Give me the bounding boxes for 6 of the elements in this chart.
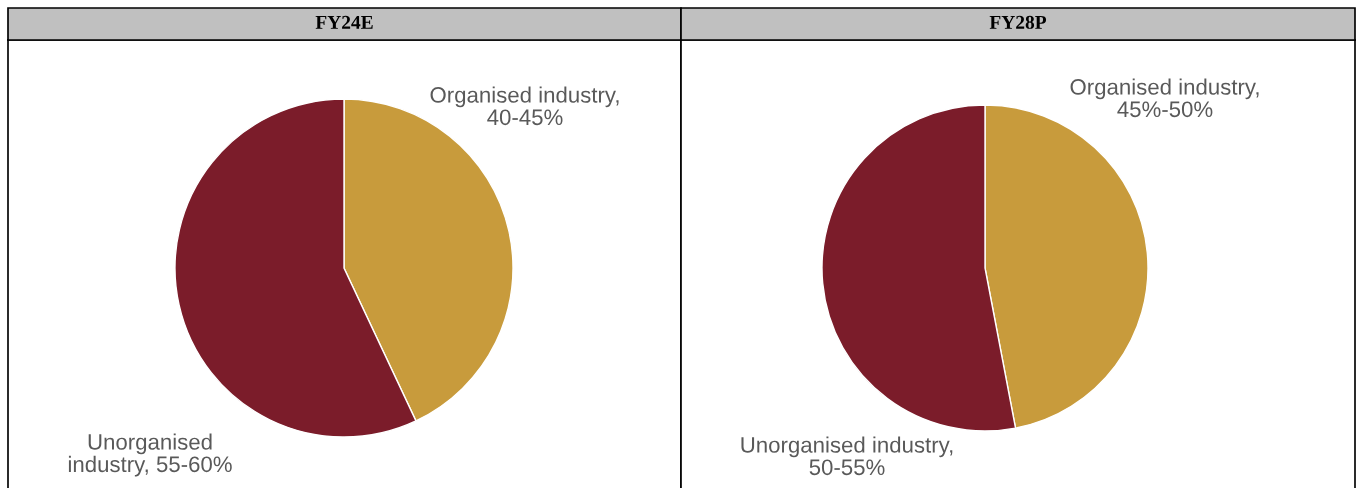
slice-label: Organised industry, 45%-50% [1070,78,1259,118]
slice-label: Unorganised industry, 50-55% [741,436,953,476]
slice-label: Organised industry, 40-45% [430,86,619,126]
slice-label: Unorganised industry, 55-60% [68,433,232,477]
chart-title: FY24E [315,15,373,29]
chart-title: FY28P [989,15,1047,29]
